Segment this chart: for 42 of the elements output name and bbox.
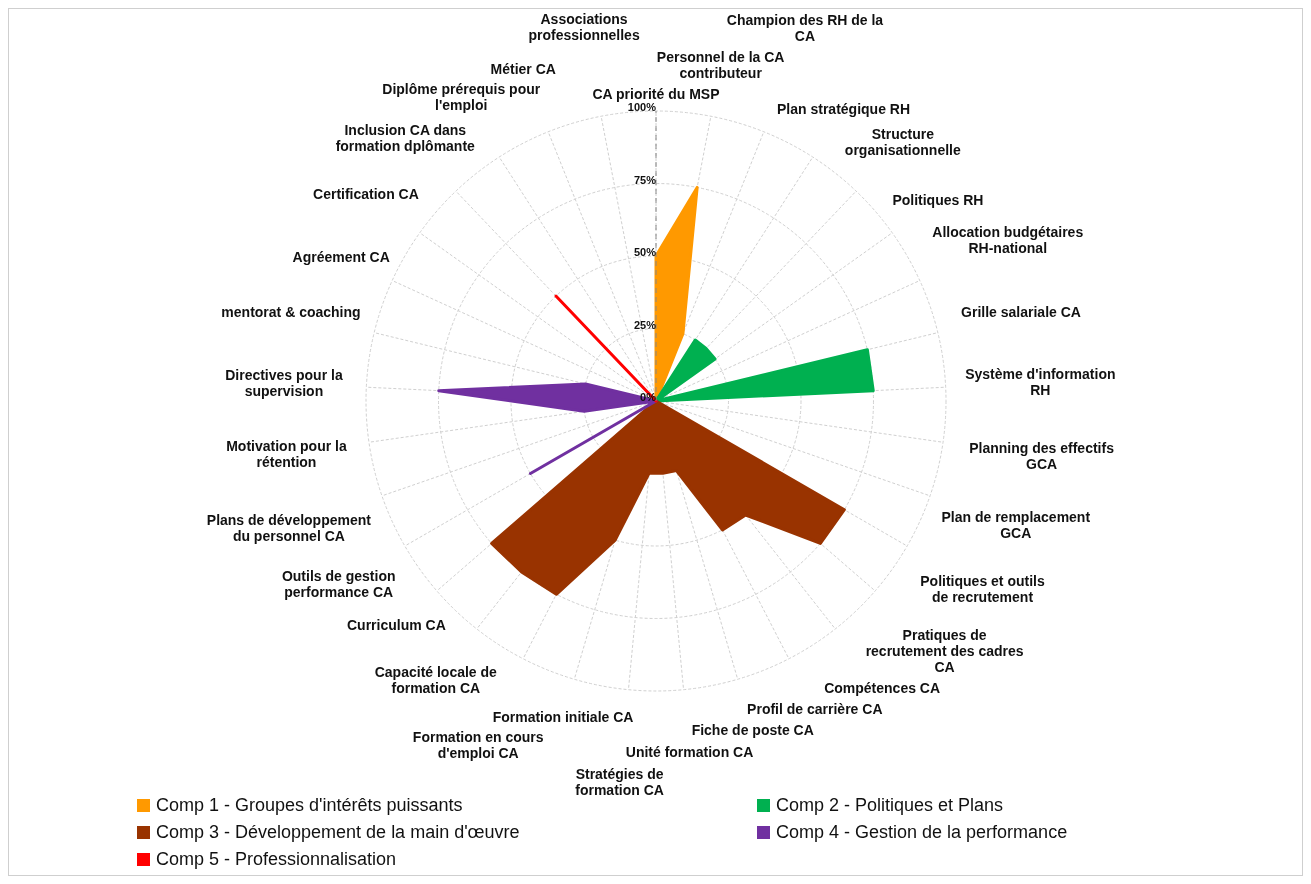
spoke-label: Formation en cours d'emploi CA — [412, 729, 544, 762]
spoke-label: Politiques et outils de recrutement — [920, 572, 1045, 605]
spoke-label: Allocation budgétaires RH-national — [932, 223, 1084, 256]
legend-label: Comp 1 - Groupes d'intérêts puissants — [156, 795, 463, 816]
spoke-label: Curriculum CA — [346, 617, 446, 634]
y-tick-label: 50% — [633, 246, 657, 258]
spoke-label: Fiche de poste CA — [691, 721, 814, 738]
legend-label: Comp 5 - Professionnalisation — [156, 849, 397, 870]
spoke-label: mentorat & coaching — [221, 303, 361, 320]
spoke-label: Structure organisationnelle — [844, 125, 961, 158]
spoke-label: Motivation pour la rétention — [226, 437, 347, 470]
spoke-label: Diplôme prérequis pour l'emploi — [382, 81, 541, 114]
spoke-label: Personnel de la CA contributeur — [656, 48, 785, 81]
spoke-label: Capacité locale de formation CA — [374, 664, 498, 697]
spoke-label: Champion des RH de la CA — [726, 12, 884, 45]
spoke-label: Associations professionnelles — [528, 11, 640, 44]
legend-label: Comp 3 - Développement de la main d'œuvre — [156, 822, 520, 843]
spoke-label: Métier CA — [490, 60, 556, 77]
spoke-label: Outils de gestion performance CA — [281, 567, 396, 600]
spoke-label: Plan de remplacement GCA — [941, 509, 1091, 541]
spoke-label: Formation initiale CA — [492, 709, 634, 726]
y-tick-label: 0% — [640, 391, 657, 403]
spoke-label: Planning des effectifs GCA — [969, 439, 1115, 472]
spoke-label: Plan stratégique RH — [777, 100, 911, 117]
spoke-label: Unité formation CA — [625, 743, 754, 760]
spoke-label: Grille salariale CA — [961, 303, 1081, 320]
spoke-label: Système d'information RH — [965, 366, 1116, 399]
y-tick-label: 100% — [627, 101, 657, 113]
spoke-label: Compétences CA — [824, 680, 941, 696]
spoke-label: Profil de carrière CA — [747, 700, 883, 717]
spoke-label: Directives pour la supervision — [225, 366, 343, 399]
legend-label: Comp 2 - Politiques et Plans — [776, 795, 1004, 816]
spoke-label: CA priorité du MSP — [592, 86, 720, 103]
y-tick-label: 75% — [633, 173, 657, 186]
spoke-label: Plans de développement du personnel CA — [206, 511, 372, 544]
spoke-label: Certification CA — [313, 185, 419, 202]
spoke-label: Agréement CA — [292, 248, 390, 265]
spoke-label: Stratégies de formation CA — [575, 765, 664, 798]
spoke-label: Pratiques de recrutement des cadres CA — [865, 626, 1024, 675]
legend-label: Comp 4 - Gestion de la performance — [776, 822, 1068, 843]
spoke-label: Inclusion CA dans formation dplômante — [335, 121, 476, 154]
spoke-label: Politiques RH — [892, 191, 984, 208]
